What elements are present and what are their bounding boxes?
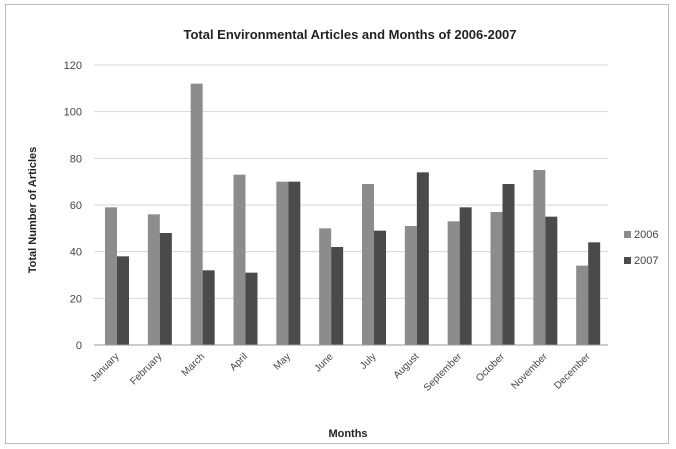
- legend-swatch-2006: [624, 231, 631, 238]
- bar-2007-april: [245, 272, 258, 345]
- x-category-label: November: [509, 351, 550, 392]
- legend-label-2007: 2007: [634, 255, 658, 267]
- bar-2006-december: [576, 265, 589, 345]
- x-category-label: October: [474, 351, 507, 384]
- x-category-label: January: [89, 351, 122, 384]
- bar-2007-march: [202, 270, 215, 345]
- bar-2006-january: [105, 207, 117, 345]
- bar-2007-august: [416, 172, 429, 345]
- x-category-label: February: [128, 351, 164, 387]
- y-axis-ticks: 0 20 40 60 80 100 120: [64, 60, 82, 352]
- x-category-label: July: [358, 351, 378, 371]
- y-tick-label: 0: [76, 340, 82, 352]
- legend-swatch-2007: [624, 257, 631, 264]
- y-tick-label: 40: [70, 247, 82, 259]
- x-category-label: August: [392, 351, 422, 381]
- x-category-label: September: [422, 351, 465, 394]
- bar-2006-april: [233, 174, 246, 345]
- legend-label-2006: 2006: [634, 229, 658, 241]
- y-tick-label: 120: [64, 60, 82, 72]
- bar-2006-march: [190, 83, 203, 346]
- y-tick-label: 20: [70, 293, 82, 305]
- gridlines: [94, 64, 608, 299]
- bar-2006-june: [319, 228, 332, 345]
- bar-2007-june: [331, 247, 344, 345]
- x-category-label: June: [313, 351, 336, 374]
- bar-2006-september: [447, 221, 460, 345]
- bar-2007-january: [117, 256, 129, 345]
- bar-2006-august: [404, 226, 417, 345]
- bar-2007-september: [459, 207, 472, 345]
- x-category-label: March: [180, 351, 207, 378]
- x-category-label: May: [272, 351, 293, 372]
- bar-2007-may: [288, 181, 301, 345]
- bar-2006-november: [533, 170, 546, 345]
- chart-frame: Total Environmental Articles and Months …: [5, 4, 669, 444]
- y-tick-label: 60: [70, 200, 82, 212]
- bar-chart: Total Environmental Articles and Months …: [27, 27, 658, 440]
- x-axis-categories: January February March April May June July Augu…: [89, 351, 594, 394]
- bars: [105, 83, 601, 346]
- bar-2007-december: [588, 242, 601, 345]
- bar-2007-october: [502, 184, 515, 345]
- legend: 2006 2007: [624, 229, 658, 267]
- x-axis-title: Months: [328, 428, 367, 440]
- y-axis-title: Total Number of Articles: [27, 147, 39, 274]
- bar-2007-july: [374, 230, 386, 345]
- bar-2006-may: [276, 181, 289, 345]
- bar-2006-february: [147, 214, 160, 345]
- bar-2006-october: [490, 212, 503, 345]
- y-tick-label: 100: [64, 107, 82, 119]
- y-tick-label: 80: [70, 153, 82, 165]
- chart-title: Total Environmental Articles and Months …: [183, 27, 516, 42]
- x-category-label: December: [552, 351, 593, 392]
- bar-2007-february: [159, 233, 172, 345]
- x-category-label: April: [228, 351, 250, 373]
- bar-2007-november: [545, 216, 558, 345]
- bar-2006-july: [362, 184, 374, 345]
